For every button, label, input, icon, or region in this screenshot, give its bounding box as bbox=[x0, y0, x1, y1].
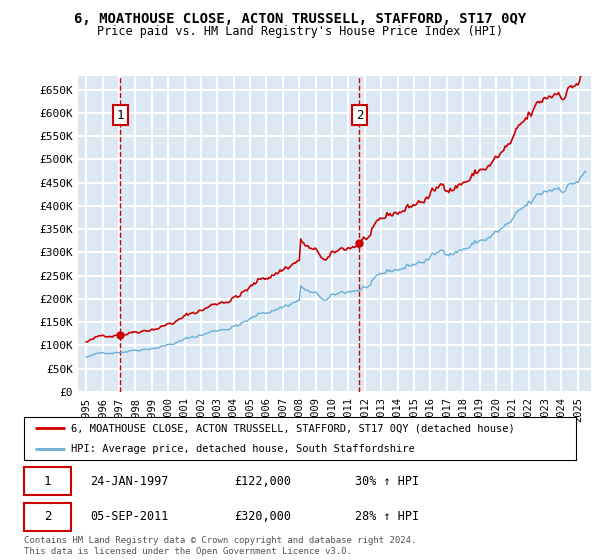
Text: HPI: Average price, detached house, South Staffordshire: HPI: Average price, detached house, Sout… bbox=[71, 444, 415, 454]
Text: 05-SEP-2011: 05-SEP-2011 bbox=[90, 510, 169, 524]
Text: 2: 2 bbox=[44, 510, 51, 524]
FancyBboxPatch shape bbox=[24, 503, 71, 531]
Text: 6, MOATHOUSE CLOSE, ACTON TRUSSELL, STAFFORD, ST17 0QY (detached house): 6, MOATHOUSE CLOSE, ACTON TRUSSELL, STAF… bbox=[71, 424, 515, 434]
FancyBboxPatch shape bbox=[24, 468, 71, 496]
Text: Contains HM Land Registry data © Crown copyright and database right 2024.
This d: Contains HM Land Registry data © Crown c… bbox=[24, 536, 416, 556]
Text: Price paid vs. HM Land Registry's House Price Index (HPI): Price paid vs. HM Land Registry's House … bbox=[97, 25, 503, 38]
Text: £320,000: £320,000 bbox=[234, 510, 291, 524]
Text: £122,000: £122,000 bbox=[234, 475, 291, 488]
Text: 30% ↑ HPI: 30% ↑ HPI bbox=[355, 475, 419, 488]
Text: 1: 1 bbox=[116, 109, 124, 122]
Text: 2: 2 bbox=[356, 109, 363, 122]
Text: 28% ↑ HPI: 28% ↑ HPI bbox=[355, 510, 419, 524]
Text: 24-JAN-1997: 24-JAN-1997 bbox=[90, 475, 169, 488]
Text: 6, MOATHOUSE CLOSE, ACTON TRUSSELL, STAFFORD, ST17 0QY: 6, MOATHOUSE CLOSE, ACTON TRUSSELL, STAF… bbox=[74, 12, 526, 26]
Text: 1: 1 bbox=[44, 475, 51, 488]
